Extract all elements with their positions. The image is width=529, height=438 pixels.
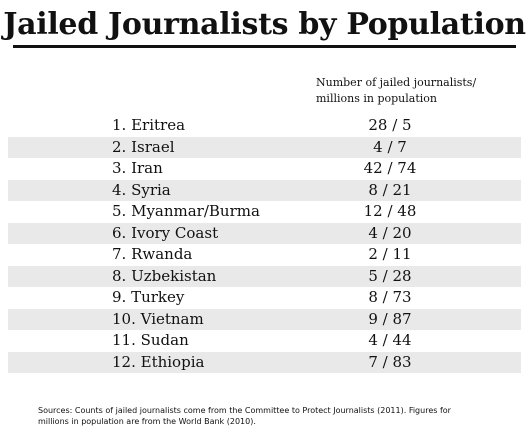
- row-shading: [8, 179, 521, 201]
- table-row: 7. Rwanda 2 / 11: [0, 244, 529, 266]
- row-shading: [8, 351, 521, 373]
- table-row: 2. Israel 4 / 7: [0, 136, 529, 158]
- country-label: 1. Eritrea: [112, 116, 186, 134]
- table-row: 9. Turkey 8 / 73: [0, 287, 529, 309]
- row-shading: [8, 308, 521, 330]
- country-label: 12. Ethiopia: [112, 352, 205, 371]
- country-label: 5. Myanmar/Burma: [112, 202, 260, 220]
- ratio-value: 12 / 48: [363, 202, 417, 220]
- ratio-value: 7 / 83: [368, 352, 412, 371]
- ratio-value: 2 / 11: [368, 245, 412, 263]
- ratio-value: 42 / 74: [363, 159, 417, 177]
- ratio-value: 5 / 28: [368, 266, 412, 285]
- ratio-value: 28 / 5: [368, 116, 412, 134]
- ratio-value: 8 / 21: [368, 180, 412, 199]
- country-label: 3. Iran: [112, 159, 163, 177]
- table-row: 1. Eritrea 28 / 5: [0, 115, 529, 137]
- ratio-value: 4 / 20: [368, 223, 412, 242]
- table-row: 4. Syria 8 / 21: [0, 179, 529, 201]
- table-row: 3. Iran 42 / 74: [0, 158, 529, 180]
- table-row: 12. Ethiopia 7 / 83: [0, 351, 529, 373]
- row-shading: [8, 136, 521, 158]
- country-label: 2. Israel: [112, 137, 175, 156]
- table-row: 5. Myanmar/Burma 12 / 48: [0, 201, 529, 223]
- column-header-line-1: Number of jailed journalists/: [316, 76, 477, 89]
- ratio-value: 4 / 44: [368, 331, 412, 349]
- table-row: 8. Uzbekistan 5 / 28: [0, 265, 529, 287]
- country-label: 8. Uzbekistan: [112, 266, 217, 285]
- table-row: 10. Vietnam 9 / 87: [0, 308, 529, 330]
- country-label: 4. Syria: [112, 180, 171, 199]
- table-row: 11. Sudan 4 / 44: [0, 330, 529, 352]
- column-header-line-2: millions in population: [316, 92, 437, 105]
- footnote-line-2: millions in population are from the Worl…: [38, 417, 256, 426]
- country-label: 6. Ivory Coast: [112, 223, 219, 242]
- ratio-value: 4 / 7: [373, 137, 407, 156]
- footnote-line-1: Sources: Counts of jailed journalists co…: [38, 406, 451, 415]
- table-row: 6. Ivory Coast 4 / 20: [0, 222, 529, 244]
- country-label: 10. Vietnam: [112, 309, 204, 328]
- footnote: Sources: Counts of jailed journalists co…: [38, 405, 518, 427]
- ranking-table: 1. Eritrea 28 / 5 2. Israel 4 / 7 3. Iran 42 …: [0, 115, 529, 373]
- title-underline: [13, 45, 516, 48]
- column-header: Number of jailed journalists/ millions i…: [316, 75, 476, 107]
- chart-title: Jailed Journalists by Population: [3, 7, 526, 42]
- ratio-value: 8 / 73: [368, 288, 412, 306]
- ratio-value: 9 / 87: [368, 309, 412, 328]
- row-shading: [8, 265, 521, 287]
- row-shading: [8, 222, 521, 244]
- country-label: 9. Turkey: [112, 288, 185, 306]
- country-label: 11. Sudan: [112, 331, 189, 349]
- country-label: 7. Rwanda: [112, 245, 193, 263]
